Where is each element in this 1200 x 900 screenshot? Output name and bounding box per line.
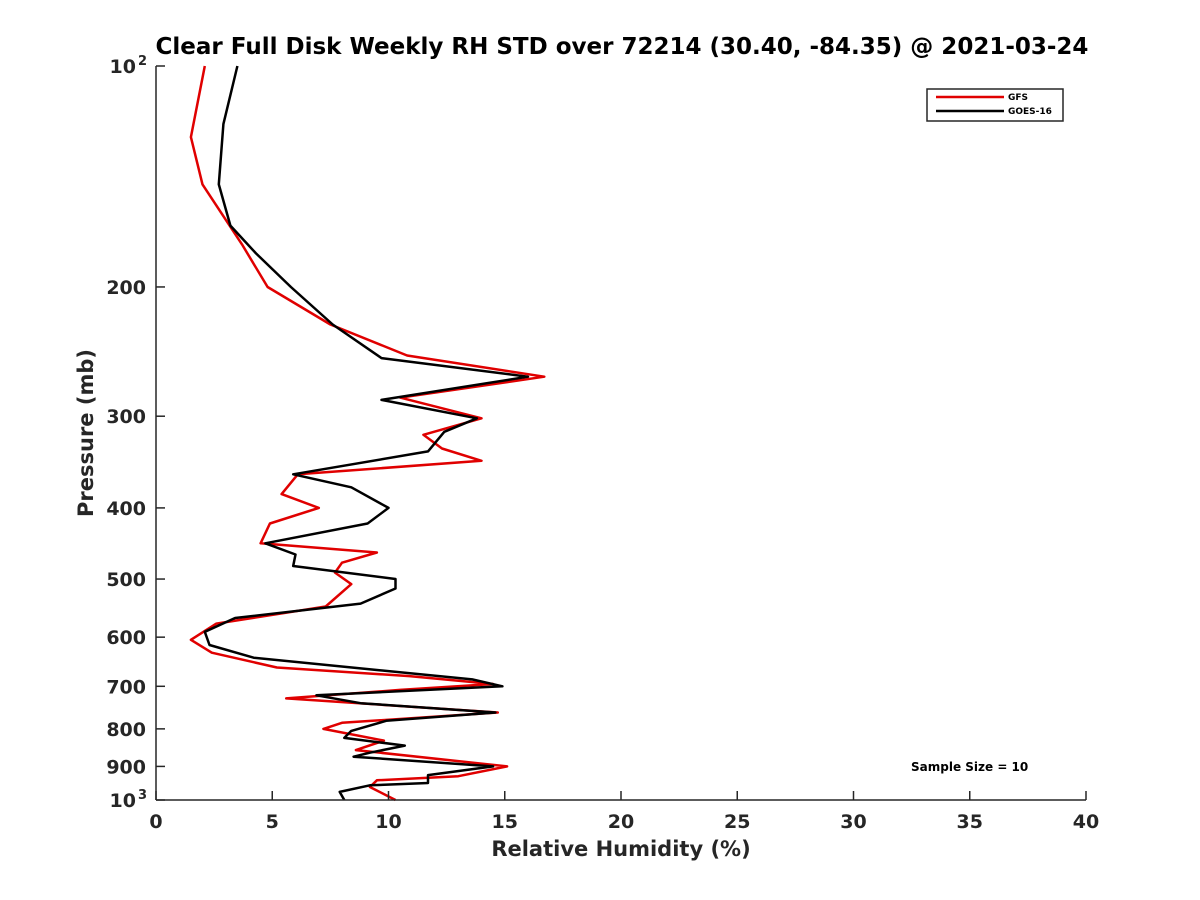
x-tick-label: 40 xyxy=(1073,811,1099,833)
x-tick-label: 25 xyxy=(724,811,750,833)
legend-label-goes16: GOES-16 xyxy=(1008,107,1052,117)
y-tick-label: 10 xyxy=(110,790,136,812)
series-group xyxy=(189,65,546,802)
x-tick-label: 0 xyxy=(149,811,162,833)
y-tick-exponent: 2 xyxy=(138,54,147,69)
plot-area: 0 5 10 15 20 25 30 35 40 10 220030040050060070080… xyxy=(106,54,1099,833)
series-line-goes16 xyxy=(203,65,530,801)
y-axis-label: Pressure (mb) xyxy=(74,349,98,517)
x-tick-label: 5 xyxy=(266,811,279,833)
x-axis-label: Relative Humidity (%) xyxy=(491,837,750,861)
y-tick-label: 400 xyxy=(106,498,146,520)
y-tick-label: 10 xyxy=(110,56,136,78)
x-tick-label: 35 xyxy=(957,811,983,833)
y-tick-label: 700 xyxy=(106,676,146,698)
legend-label-gfs: GFS xyxy=(1008,93,1028,103)
x-tick-label: 30 xyxy=(840,811,866,833)
legend: GFS GOES-16 xyxy=(926,88,1064,122)
x-tick-label: 20 xyxy=(608,811,634,833)
y-tick-label: 600 xyxy=(106,627,146,649)
y-tick-exponent: 3 xyxy=(138,788,147,803)
x-tick-label: 10 xyxy=(375,811,401,833)
chart-title: Clear Full Disk Weekly RH STD over 72214… xyxy=(156,34,1089,60)
x-tick-label: 15 xyxy=(492,811,518,833)
legend-box xyxy=(926,88,1064,122)
x-axis-ticks: 0 5 10 15 20 25 30 35 40 xyxy=(149,791,1099,833)
y-tick-label: 900 xyxy=(106,756,146,778)
y-tick-label: 300 xyxy=(106,406,146,428)
y-tick-label: 200 xyxy=(106,277,146,299)
y-tick-label: 800 xyxy=(106,719,146,741)
y-tick-label: 500 xyxy=(106,569,146,591)
sample-size-annotation: Sample Size = 10 xyxy=(911,760,1028,774)
series-line-gfs xyxy=(189,65,546,802)
